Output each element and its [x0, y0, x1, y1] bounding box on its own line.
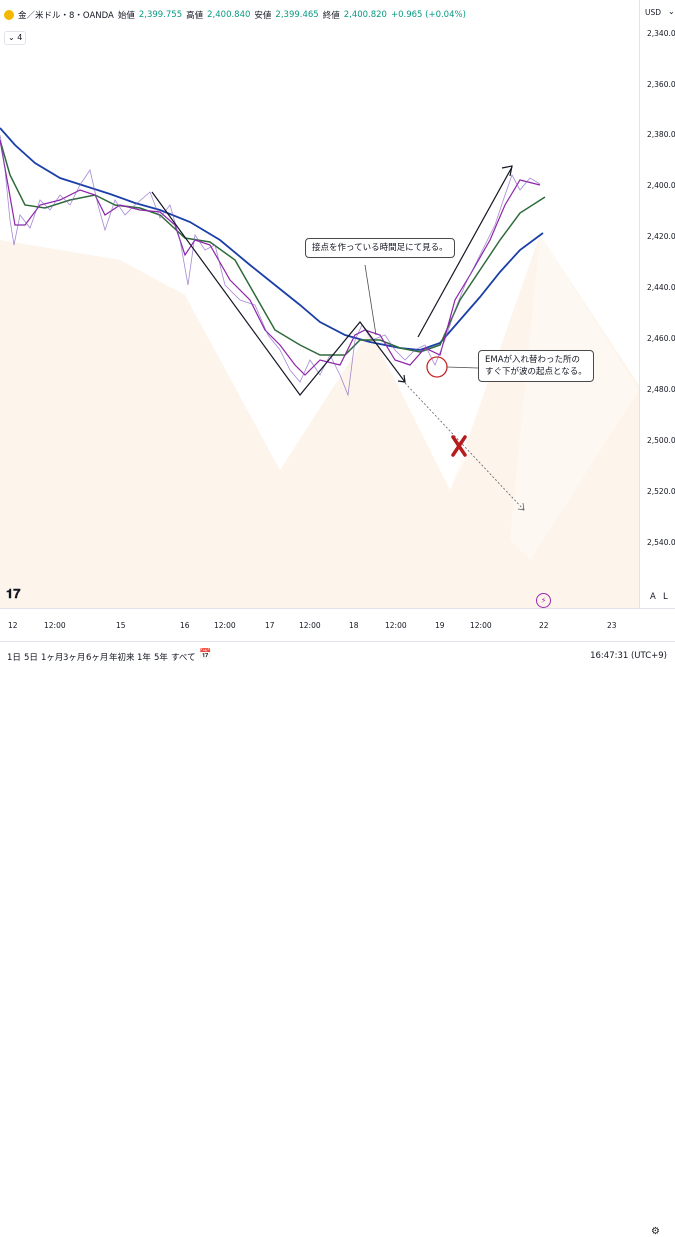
callout-right-line1: EMAが入れ替わった所の	[485, 355, 581, 365]
price-candles	[0, 134, 541, 397]
bottom-toolbar: 1日 5日 1ヶ月 3ヶ月 6ヶ月 年初来 1年 5年 すべて 📅 16:47:…	[0, 641, 675, 676]
open-label: 始値	[117, 11, 135, 21]
price-tick: 2,500.000	[647, 436, 675, 445]
gold-symbol-icon	[4, 10, 14, 20]
symbol-legend[interactable]: 金／米ドル・8・OANDA 始値 2,399.755 高値 2,400.840 安値…	[4, 9, 466, 21]
time-tick: 12:00	[470, 621, 492, 630]
wave-shade-light	[510, 235, 639, 560]
time-tick: 22	[539, 621, 549, 630]
price-tick: 2,480.000	[647, 385, 675, 394]
range-button-1m[interactable]: 1ヶ月	[41, 653, 64, 663]
price-tick: 2,400.000	[647, 181, 675, 190]
clock-display[interactable]: 16:47:31 (UTC+9)	[590, 651, 667, 661]
range-button-1d[interactable]: 1日	[7, 653, 21, 663]
time-tick: 12	[8, 621, 18, 630]
range-button-all[interactable]: すべて	[171, 653, 196, 663]
chevron-down-icon[interactable]: ⌄	[668, 7, 675, 16]
range-button-3m[interactable]: 3ヶ月	[63, 653, 86, 663]
callout-right-line2: すぐ下が波の起点となる。	[485, 367, 587, 377]
log-scale-button[interactable]: L	[663, 592, 668, 602]
wave-shade	[0, 235, 639, 608]
chart-canvas[interactable]	[0, 0, 639, 608]
cross-mark-icon	[451, 435, 467, 457]
tradingview-logo[interactable]: 𝟏𝟕	[6, 587, 21, 602]
time-tick: 12:00	[44, 621, 66, 630]
indicator-count: 4	[17, 33, 23, 42]
chevron-down-icon: ⌄	[8, 33, 15, 42]
chart-pane[interactable]: 金／米ドル・8・OANDA 始値 2,399.755 高値 2,400.840 安値…	[0, 0, 639, 608]
flash-icon[interactable]: ⚡	[536, 593, 551, 608]
price-tick: 2,440.000	[647, 283, 675, 292]
high-label: 高値	[186, 11, 204, 21]
ema-slow-line	[0, 127, 544, 351]
time-tick: 12:00	[385, 621, 407, 630]
symbol-name[interactable]: 金／米ドル・8・OANDA	[18, 11, 114, 21]
wave-shade-light	[185, 295, 300, 470]
low-label: 安値	[254, 11, 272, 21]
price-tick: 2,420.000	[647, 232, 675, 241]
currency-label[interactable]: USD	[645, 8, 662, 17]
low-value: 2,399.465	[275, 10, 319, 20]
zigzag-down-line	[151, 191, 406, 396]
auto-scale-button[interactable]: A	[650, 592, 656, 602]
time-tick: 16	[180, 621, 190, 630]
open-value: 2,399.755	[138, 10, 183, 20]
time-axis[interactable]: 12 12:00 15 16 12:00 17 12:00 18 12:00 1…	[0, 608, 675, 1237]
price-tick: 2,460.000	[647, 334, 675, 343]
time-tick: 23	[607, 621, 617, 630]
price-tick: 2,520.000	[647, 487, 675, 496]
price-tick: 2,540.000	[647, 538, 675, 547]
callout-pointer-top	[364, 264, 377, 336]
arrow-head-down-small	[397, 374, 406, 383]
time-tick: 12:00	[214, 621, 236, 630]
time-tick: 15	[116, 621, 126, 630]
projection-dotted-line	[404, 382, 525, 511]
range-button-6m[interactable]: 6ヶ月	[86, 653, 109, 663]
arrow-head-up	[501, 165, 513, 177]
time-tick: 18	[349, 621, 359, 630]
change-value: +0.965 (+0.04%)	[390, 10, 466, 20]
range-button-5y[interactable]: 5年	[154, 653, 168, 663]
callout-top-text: 接点を作っている時間足にて見る。	[312, 243, 448, 253]
legend-collapse-button[interactable]: ⌄ 4	[4, 31, 27, 45]
time-tick: 12:00	[299, 621, 321, 630]
close-label: 終値	[322, 11, 340, 21]
range-button-5d[interactable]: 5日	[24, 653, 38, 663]
wave-shade-light	[370, 330, 470, 490]
callout-pointer-right	[446, 366, 479, 369]
callout-top[interactable]: 接点を作っている時間足にて見る。	[305, 238, 455, 258]
callout-right[interactable]: EMAが入れ替わった所の すぐ下が波の起点となる。	[478, 350, 594, 382]
time-tick: 17	[265, 621, 275, 630]
price-tick: 2,360.000	[647, 80, 675, 89]
price-tick: 2,340.000	[647, 29, 675, 38]
close-value: 2,400.820	[343, 10, 387, 20]
arrow-head-projection	[517, 502, 525, 511]
price-axis[interactable]: USD ⌄ 2,340.000 2,360.000 2,380.000 2,40…	[639, 0, 675, 608]
settings-icon[interactable]: ⚙	[651, 1226, 660, 1237]
ema-cross-circle	[426, 356, 448, 378]
calendar-icon[interactable]: 📅	[199, 649, 212, 660]
time-tick: 19	[435, 621, 445, 630]
zigzag-up-line	[417, 166, 513, 338]
range-button-ytd[interactable]: 年初来	[109, 653, 135, 663]
range-button-1y[interactable]: 1年	[137, 653, 151, 663]
high-value: 2,400.840	[207, 10, 251, 20]
ema-fast-line	[0, 139, 541, 376]
price-tick: 2,380.000	[647, 130, 675, 139]
